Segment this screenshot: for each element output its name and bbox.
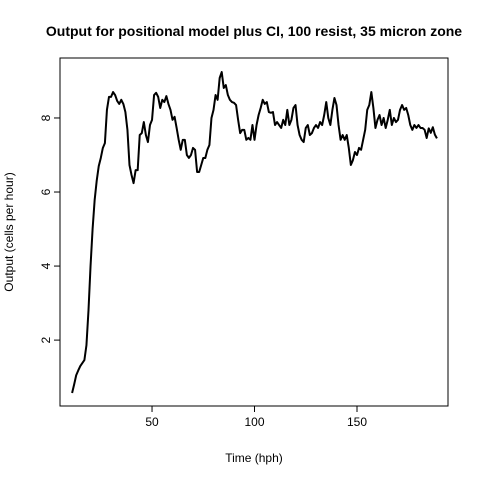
- y-axis-label: Output (cells per hour): [2, 172, 16, 291]
- plot-frame: [59, 57, 449, 407]
- y-tick-label: 6: [39, 188, 53, 195]
- data-line: [71, 71, 438, 394]
- x-tick-label: 150: [347, 415, 367, 429]
- y-tick-label: 8: [39, 114, 53, 121]
- x-axis-label: Time (hph): [225, 451, 283, 465]
- x-tick-label: 100: [244, 415, 264, 429]
- chart-title: Output for positional model plus CI, 100…: [46, 23, 462, 39]
- y-tick-label: 4: [39, 262, 53, 269]
- x-tick-label: 50: [145, 415, 159, 429]
- y-tick-label: 2: [39, 336, 53, 343]
